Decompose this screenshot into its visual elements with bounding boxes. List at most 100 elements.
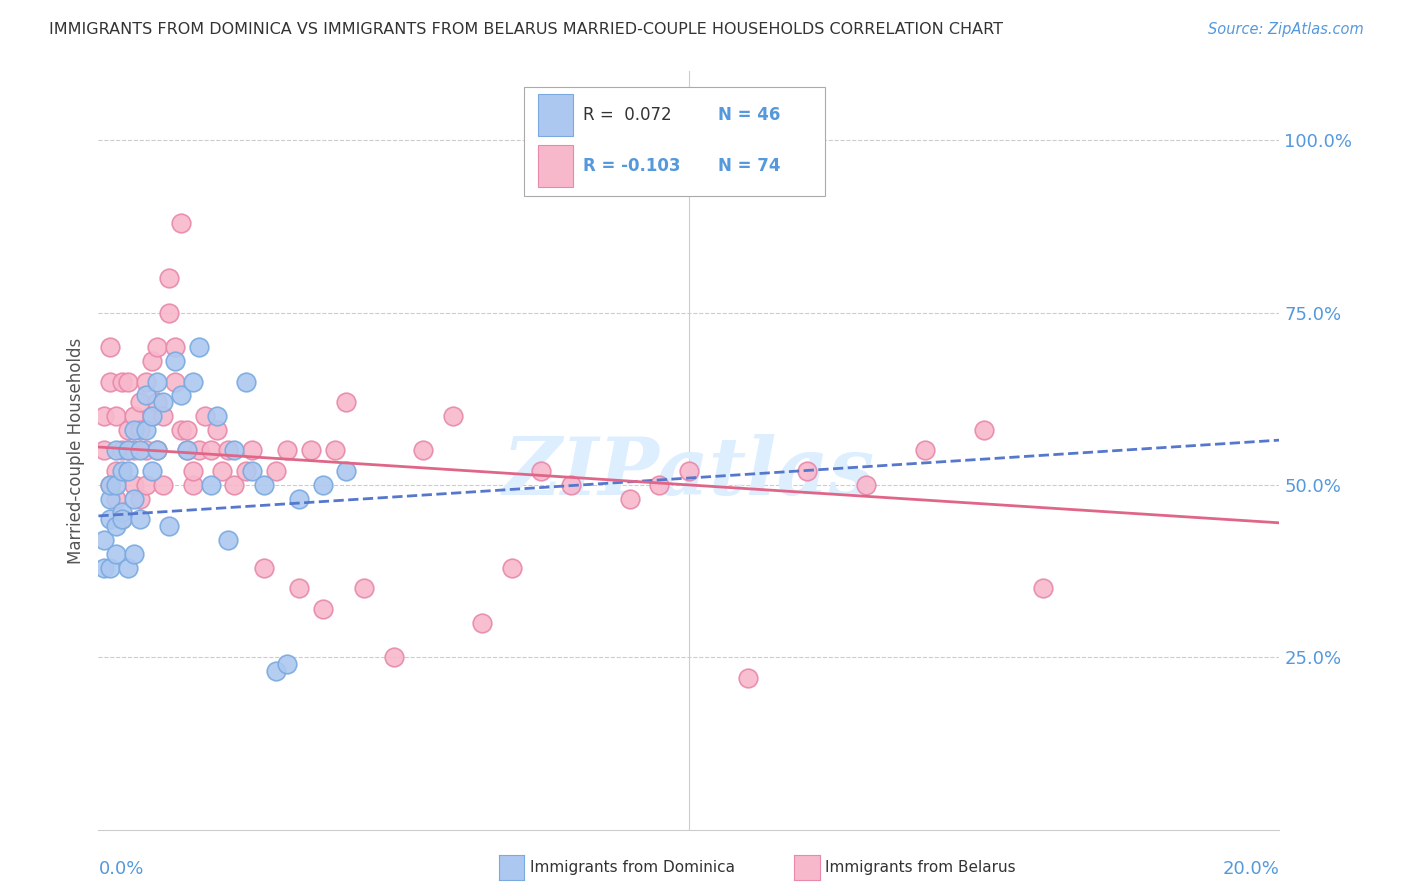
Point (211, 464, 233, 478)
Point (98, 478, 121, 492)
Point (240, 464, 263, 478)
Bar (537, 145, 574, 187)
Point (200, 478, 222, 492)
Point (93, 443, 115, 458)
Point (117, 464, 139, 478)
Point (146, 375, 169, 389)
Point (146, 395, 169, 409)
Point (146, 443, 169, 458)
Point (170, 388, 193, 402)
Point (117, 443, 139, 458)
Point (128, 443, 150, 458)
Text: R = -0.103: R = -0.103 (582, 157, 681, 175)
Point (276, 443, 298, 458)
Point (619, 491, 641, 506)
Point (128, 395, 150, 409)
Point (135, 423, 157, 437)
Point (187, 443, 209, 458)
Point (141, 409, 163, 423)
Point (146, 340, 169, 354)
Point (240, 443, 263, 458)
Point (111, 375, 134, 389)
Point (181, 464, 204, 478)
Point (98, 478, 121, 492)
Point (117, 443, 139, 458)
Point (914, 443, 936, 458)
Point (157, 519, 180, 533)
Point (122, 547, 145, 561)
Point (117, 375, 139, 389)
Point (412, 443, 434, 458)
Point (98, 512, 121, 526)
Point (217, 443, 239, 458)
Point (98, 340, 121, 354)
Point (165, 340, 187, 354)
Point (117, 423, 139, 437)
Point (253, 478, 276, 492)
Bar (537, 95, 574, 136)
Point (855, 478, 877, 492)
Point (253, 560, 276, 574)
Text: N = 46: N = 46 (718, 106, 780, 124)
Bar (523, 87, 825, 196)
Point (382, 650, 405, 665)
Point (98, 375, 121, 389)
Point (117, 560, 139, 574)
Point (111, 512, 134, 526)
Point (135, 478, 157, 492)
Point (288, 491, 311, 506)
Text: IMMIGRANTS FROM DOMINICA VS IMMIGRANTS FROM BELARUS MARRIED-COUPLE HOUSEHOLDS CO: IMMIGRANTS FROM DOMINICA VS IMMIGRANTS F… (49, 22, 1004, 37)
Point (105, 547, 128, 561)
Point (157, 305, 180, 319)
Point (122, 491, 145, 506)
Point (678, 464, 700, 478)
Point (152, 395, 174, 409)
Point (141, 354, 163, 368)
Point (98, 491, 121, 506)
Point (181, 375, 204, 389)
Text: Immigrants from Belarus: Immigrants from Belarus (825, 860, 1017, 874)
Point (471, 615, 494, 630)
Point (105, 491, 128, 506)
Point (264, 464, 287, 478)
Point (111, 443, 134, 458)
Point (441, 409, 464, 423)
Point (135, 375, 157, 389)
Point (176, 443, 198, 458)
Y-axis label: Married-couple Households: Married-couple Households (66, 337, 84, 564)
Point (111, 512, 134, 526)
Point (530, 464, 553, 478)
Point (187, 340, 209, 354)
Point (141, 409, 163, 423)
Point (276, 657, 298, 672)
Point (93, 560, 115, 574)
Point (111, 506, 134, 520)
Point (353, 582, 375, 596)
Point (973, 423, 995, 437)
Point (1032, 582, 1054, 596)
Point (128, 491, 150, 506)
Text: N = 74: N = 74 (718, 157, 780, 175)
Text: Source: ZipAtlas.com: Source: ZipAtlas.com (1208, 22, 1364, 37)
Point (335, 395, 357, 409)
Text: 20.0%: 20.0% (1223, 860, 1279, 878)
Point (152, 409, 174, 423)
Point (105, 464, 128, 478)
Text: 0.0%: 0.0% (98, 860, 143, 878)
Point (135, 443, 157, 458)
Point (235, 464, 257, 478)
Point (501, 560, 523, 574)
Point (128, 512, 150, 526)
Point (288, 582, 311, 596)
Text: Immigrants from Dominica: Immigrants from Dominica (530, 860, 735, 874)
Point (205, 409, 228, 423)
Text: R =  0.072: R = 0.072 (582, 106, 671, 124)
Point (235, 375, 257, 389)
Text: ZIPatlas: ZIPatlas (503, 434, 875, 512)
Point (141, 464, 163, 478)
Point (648, 478, 671, 492)
Point (737, 671, 759, 685)
Point (105, 443, 128, 458)
Point (264, 664, 287, 678)
Point (560, 478, 582, 492)
